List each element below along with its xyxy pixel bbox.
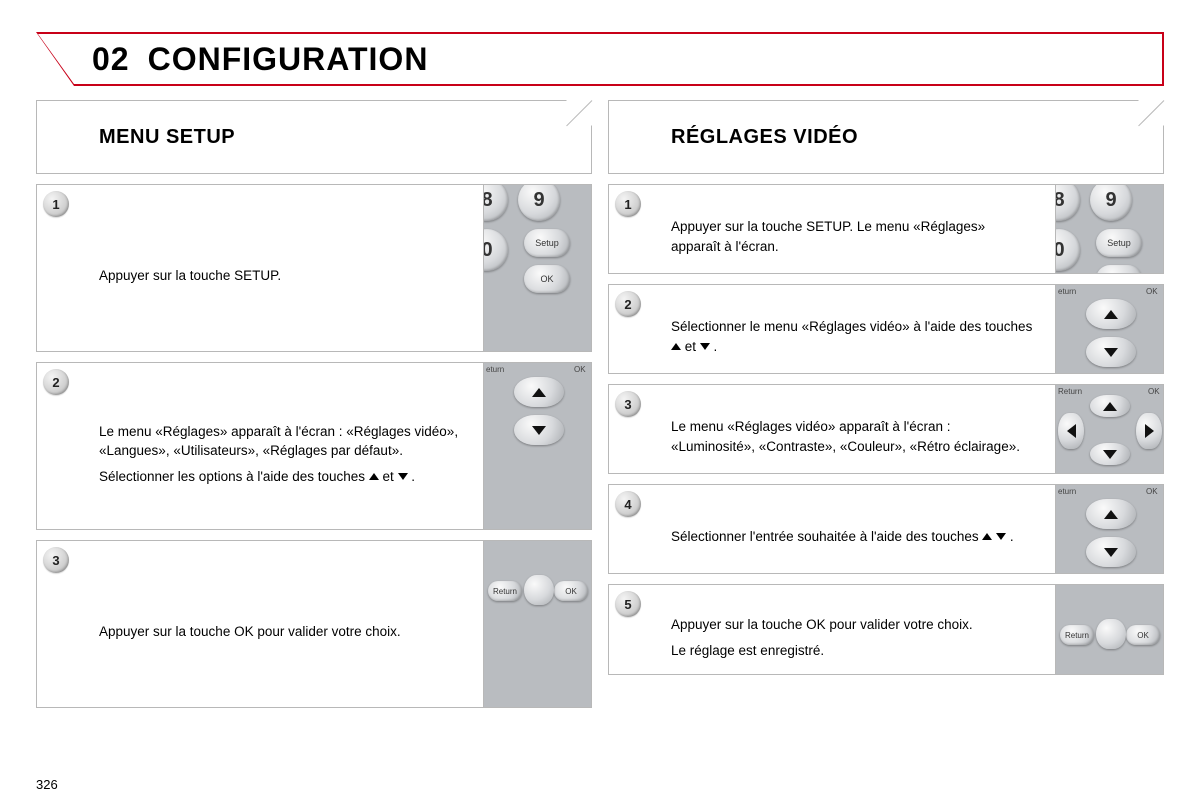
step-number-disc: 4 xyxy=(615,491,641,517)
step-body: Appuyer sur la touche SETUP. Le menu «Ré… xyxy=(609,185,1055,273)
step-card: 1 Appuyer sur la touche SETUP. 890SetupOK xyxy=(36,184,592,352)
chapter-number: 02 xyxy=(92,41,130,78)
section-heading-left: MENU SETUP xyxy=(36,100,592,174)
arrow-down-icon xyxy=(996,533,1006,540)
columns: MENU SETUP 1 Appuyer sur la touche SETUP.… xyxy=(36,100,1164,708)
step-text: Appuyer sur la touche OK pour valider vo… xyxy=(671,615,1037,635)
remote-thumbnail: 890SetupOK xyxy=(1055,185,1163,273)
remote-thumbnail: eturnOK xyxy=(1055,485,1163,573)
step-number-disc: 3 xyxy=(43,547,69,573)
arrow-down-icon xyxy=(700,343,710,350)
step-number-disc: 1 xyxy=(615,191,641,217)
arrow-up-icon xyxy=(671,343,681,350)
remote-thumbnail: ReturnOK xyxy=(1055,385,1163,473)
step-card: 2 Le menu «Réglages» apparaît à l'écran :… xyxy=(36,362,592,530)
step-body: Sélectionner l'entrée souhaitée à l'aide… xyxy=(609,485,1055,573)
step-text: Sélectionner le menu «Réglages vidéo» à … xyxy=(671,317,1037,356)
chapter-title: 02 CONFIGURATION xyxy=(92,32,428,86)
step-card: 5 Appuyer sur la touche OK pour valider v… xyxy=(608,584,1164,675)
step-card: 2 Sélectionner le menu «Réglages vidéo» à… xyxy=(608,284,1164,374)
remote-thumbnail: eturnOK xyxy=(483,363,591,529)
step-text: Le menu «Réglages vidéo» apparaît à l'éc… xyxy=(671,417,1037,456)
step-body: Sélectionner le menu «Réglages vidéo» à … xyxy=(609,285,1055,373)
remote-thumbnail: 890SetupOK xyxy=(483,185,591,351)
step-text: Sélectionner les options à l'aide des to… xyxy=(99,467,465,487)
step-card: 1 Appuyer sur la touche SETUP. Le menu «R… xyxy=(608,184,1164,274)
step-text: Appuyer sur la touche SETUP. xyxy=(99,266,465,286)
step-body: Appuyer sur la touche SETUP. xyxy=(37,185,483,351)
arrow-down-icon xyxy=(398,473,408,480)
section-heading-left-text: MENU SETUP xyxy=(99,126,235,149)
left-column: MENU SETUP 1 Appuyer sur la touche SETUP.… xyxy=(36,100,592,708)
step-card: 3 Appuyer sur la touche OK pour valider v… xyxy=(36,540,592,708)
right-column: RÉGLAGES VIDÉO 1 Appuyer sur la touche SE… xyxy=(608,100,1164,708)
step-text: Appuyer sur la touche SETUP. Le menu «Ré… xyxy=(671,217,1037,256)
step-text: Sélectionner l'entrée souhaitée à l'aide… xyxy=(671,527,1037,547)
remote-thumbnail: ReturnOK xyxy=(483,541,591,707)
step-number-disc: 1 xyxy=(43,191,69,217)
step-number-disc: 2 xyxy=(615,291,641,317)
section-heading-right-text: RÉGLAGES VIDÉO xyxy=(671,126,858,149)
arrow-up-icon xyxy=(369,473,379,480)
remote-thumbnail: eturnOK xyxy=(1055,285,1163,373)
arrow-up-icon xyxy=(982,533,992,540)
step-text: Appuyer sur la touche OK pour valider vo… xyxy=(99,622,465,642)
step-card: 3 Le menu «Réglages vidéo» apparaît à l'é… xyxy=(608,384,1164,474)
section-heading-right: RÉGLAGES VIDÉO xyxy=(608,100,1164,174)
step-body: Appuyer sur la touche OK pour valider vo… xyxy=(37,541,483,707)
page-number: 326 xyxy=(36,777,58,792)
step-number-disc: 2 xyxy=(43,369,69,395)
step-body: Le menu «Réglages vidéo» apparaît à l'éc… xyxy=(609,385,1055,473)
step-card: 4 Sélectionner l'entrée souhaitée à l'aid… xyxy=(608,484,1164,574)
chapter-name: CONFIGURATION xyxy=(148,41,429,78)
step-number-disc: 5 xyxy=(615,591,641,617)
chapter-title-bar: 02 CONFIGURATION xyxy=(36,32,1164,86)
step-body: Le menu «Réglages» apparaît à l'écran : … xyxy=(37,363,483,529)
step-body: Appuyer sur la touche OK pour valider vo… xyxy=(609,585,1055,674)
step-text: Le réglage est enregistré. xyxy=(671,641,1037,661)
remote-thumbnail: ReturnOK xyxy=(1055,585,1163,674)
step-text: Le menu «Réglages» apparaît à l'écran : … xyxy=(99,422,465,461)
step-number-disc: 3 xyxy=(615,391,641,417)
